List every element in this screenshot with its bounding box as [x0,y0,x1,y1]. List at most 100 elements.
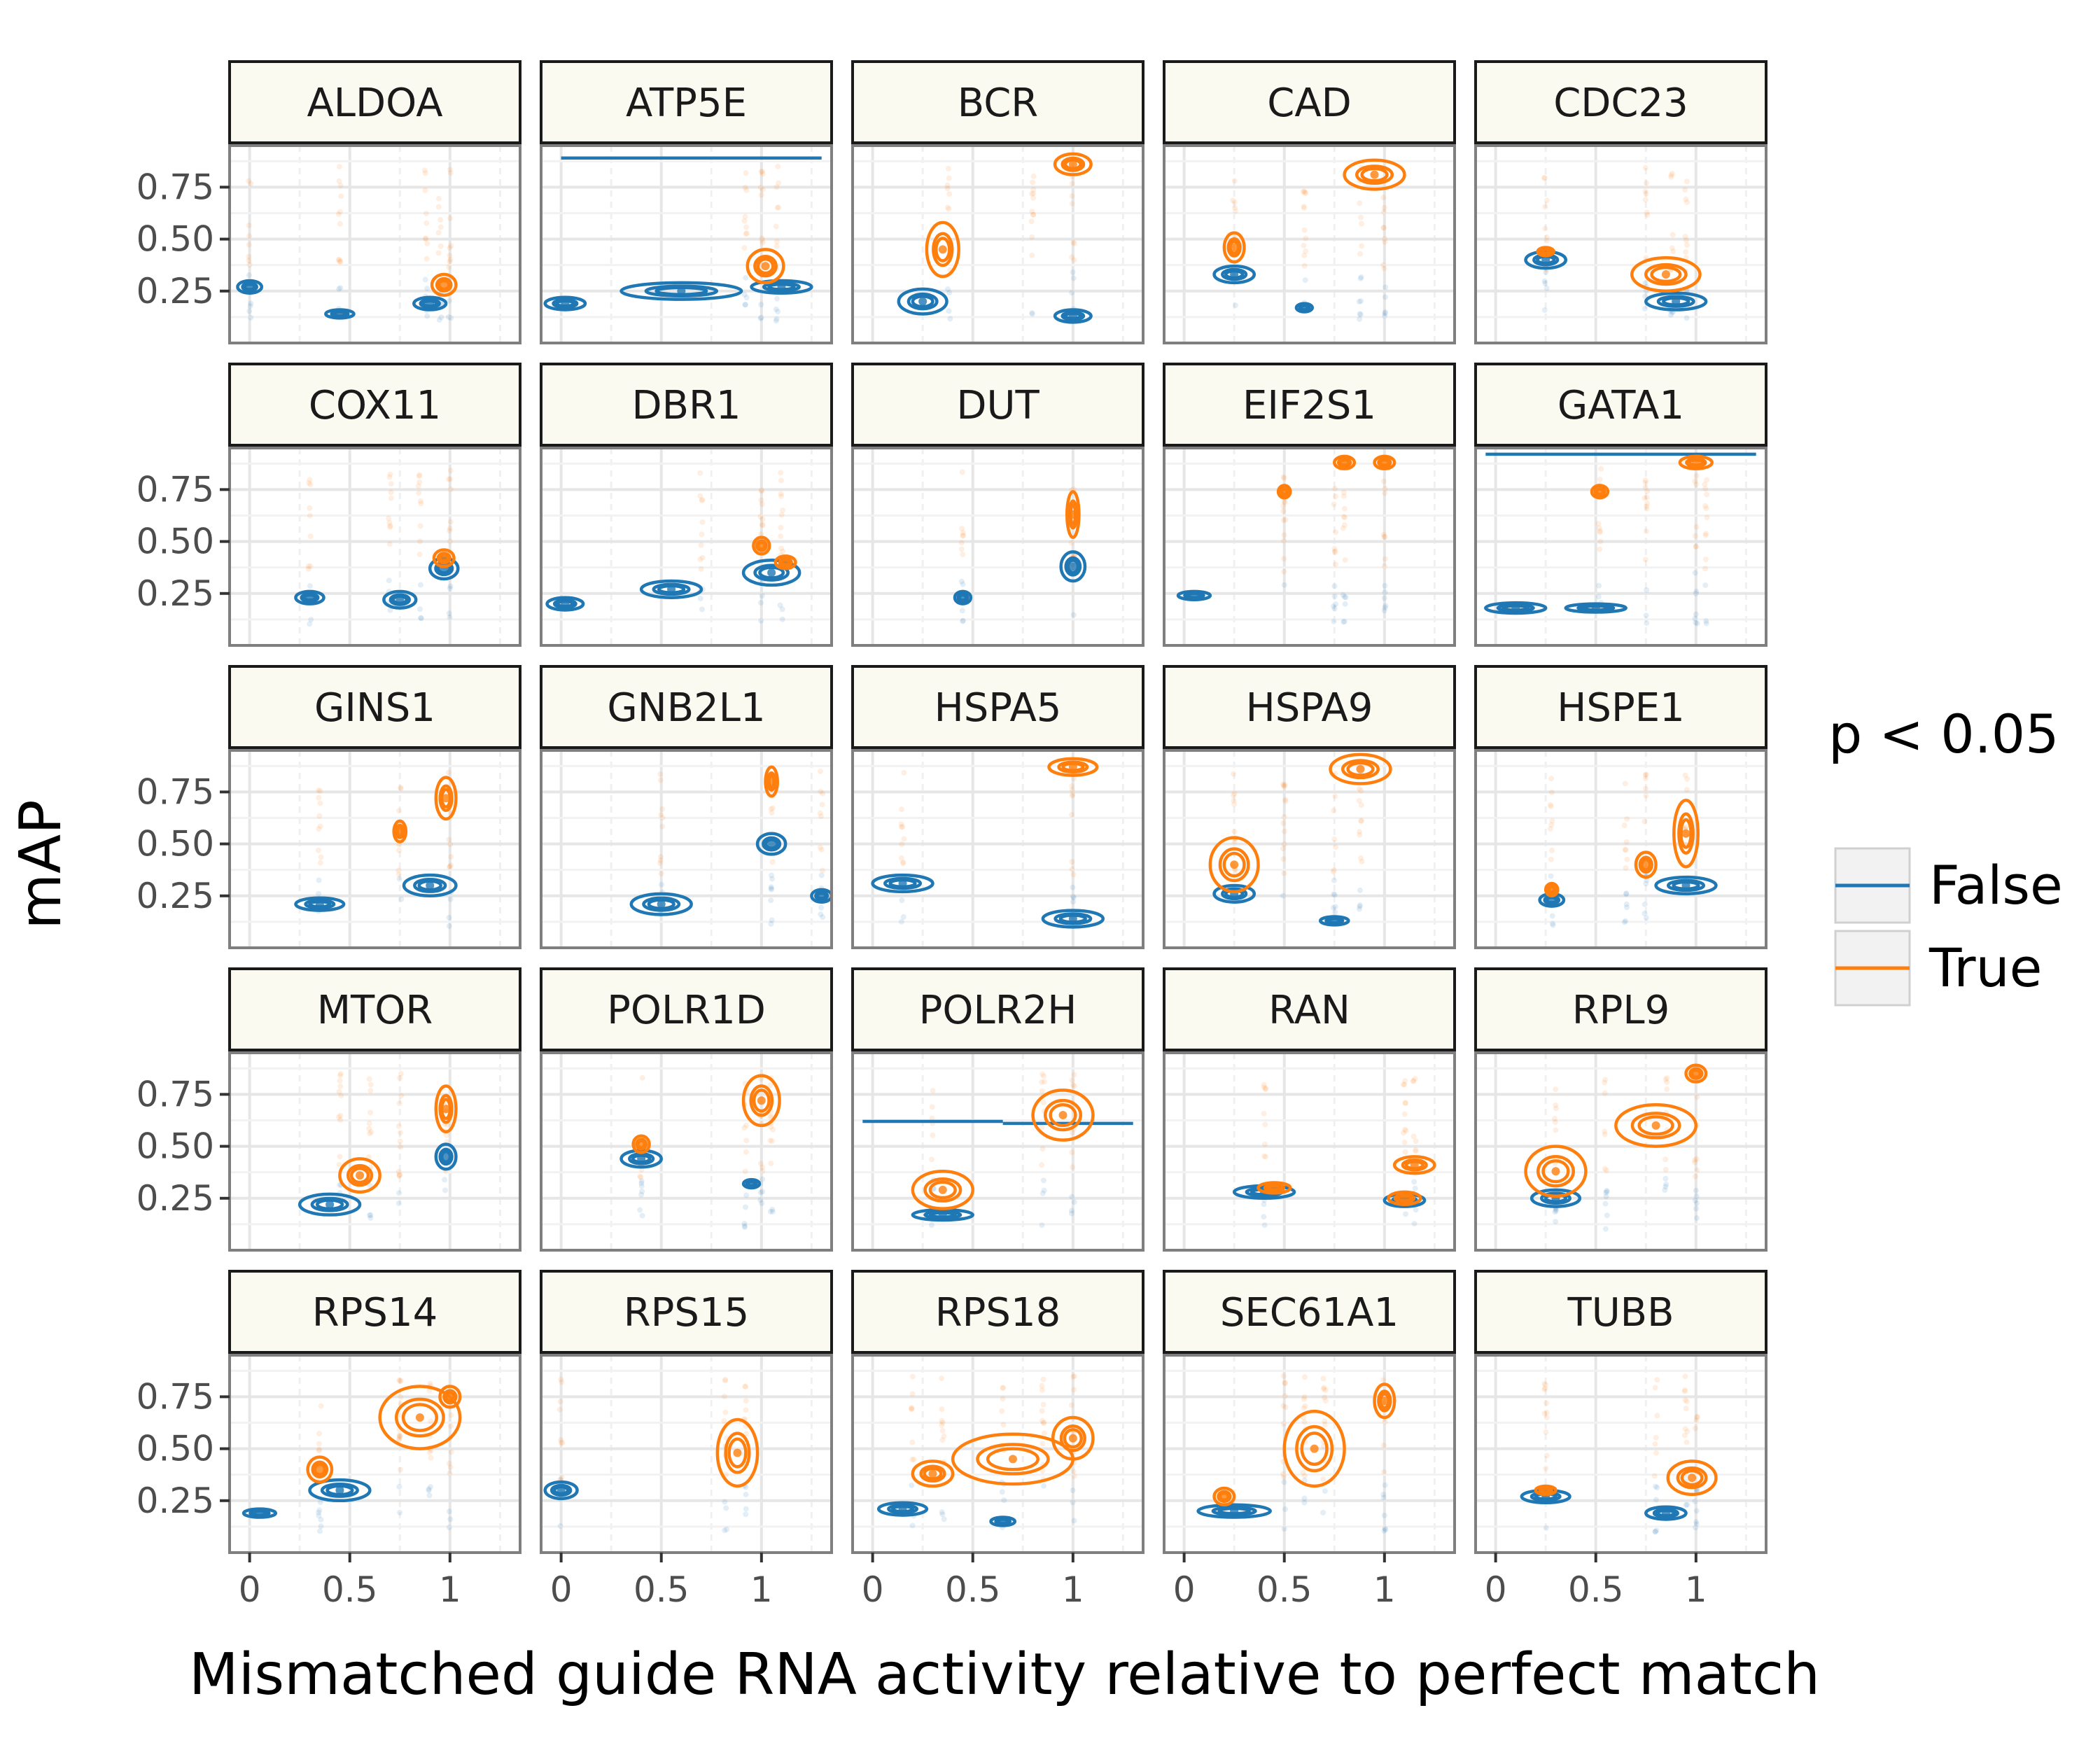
scatter-point [659,823,666,830]
scatter-point [1382,533,1388,540]
density-contour-false [543,1480,579,1501]
scatter-point [443,1132,449,1138]
panel-border [1474,144,1768,344]
scatter-point [438,243,444,249]
scatter-point [1320,1386,1326,1392]
grid [1164,1053,1455,1250]
scatter-point [741,291,748,298]
scatter-point [336,1161,342,1168]
scatter-point [1548,776,1555,782]
scatter-point [939,1509,945,1516]
density-contour-true [923,1466,943,1480]
plot-area [1476,146,1766,343]
density-peak-false [245,282,254,291]
plot-area [1164,1053,1455,1250]
scatter-point [774,243,780,249]
density-peak-true [1547,885,1556,894]
scatter-point [777,602,783,608]
y-tick-label: 0.25 [136,573,214,614]
scatter-point [446,1460,452,1466]
scatter-point [908,1405,914,1411]
density-peak-false [1681,881,1690,890]
scatter-point [1604,1212,1610,1219]
scatter-point [946,175,952,181]
scatter-point [398,785,404,791]
scatter-point [1541,1387,1548,1393]
density-contour-true [438,1093,454,1124]
scatter-point [743,230,750,237]
scatter-point [1069,200,1075,206]
scatter-point [336,1088,342,1095]
density-peak-false [918,297,927,306]
scatter-point [898,824,904,830]
plot-area [1476,750,1766,948]
scatter-point [1357,829,1363,835]
scatter-point [658,812,664,818]
density-contour-false [755,832,788,856]
scatter-point [1380,1377,1387,1383]
scatter-point [1342,514,1348,521]
scatter-point [1342,556,1348,563]
scatter-point [316,1441,322,1447]
scatter-point [1232,204,1238,211]
scatter-point [1231,798,1237,804]
scatter-point [1682,1426,1688,1432]
scatter-point [1544,234,1550,240]
facet-panel-mtor: MTOR 0.25 0.50 0.75 [136,967,522,1252]
scatter-point [1644,505,1650,512]
y-tick-label: 0.75 [136,167,214,207]
facet-strip [851,967,1144,1051]
scatter-point [638,1191,645,1198]
density-contour-false [310,1196,349,1212]
scatter-point [1030,179,1036,186]
scatter-point [1642,910,1648,916]
facet-panel-hspe1: HSPE1 [1474,665,1768,949]
scatter-point [1604,1187,1610,1194]
scatter-point [743,231,749,237]
scatter-point [367,1130,373,1137]
density-contour-false [953,589,973,606]
density-peak-true [1691,1069,1700,1078]
panel-border [228,1051,522,1252]
scatter-point [315,788,321,794]
scatter-point [396,1123,402,1129]
scatter-point [417,523,424,529]
scatter-point [1624,904,1630,911]
scatter-point [447,896,454,902]
scatter-point [1282,1380,1288,1386]
scatter-point [1548,804,1554,810]
scatter-point [1282,782,1288,788]
scatter-point [447,215,454,221]
scatter-point [699,496,706,503]
facet-strip [1163,665,1456,749]
scatter-point [1263,1086,1269,1092]
scatter-point [445,314,451,320]
scatter-point [1322,1398,1329,1404]
panel-border [228,447,522,647]
scatter-point [742,1168,748,1175]
scatter-point [1548,822,1555,828]
scatter-point [1263,1154,1269,1160]
scatter-point [447,585,453,592]
facet-panel-cad: CAD [1163,60,1456,344]
scatter-point [941,1516,947,1522]
scatter-point [1602,1226,1609,1232]
facet-strip [1163,363,1456,447]
scatter-point [778,512,785,518]
scatter-point [1070,1488,1076,1494]
density-peak-true [1380,1396,1389,1406]
density-contour-true [1387,1190,1422,1206]
scatter-point [1300,1469,1306,1476]
scatter-point [1623,864,1629,871]
density-peak-false [667,584,676,594]
scatter-point [1331,583,1338,589]
scatter-point [760,239,766,246]
scatter-point [947,316,953,322]
density-contour-false [1053,308,1093,324]
plot-area [541,1355,832,1553]
scatter-point [699,554,706,561]
scatter-point [1549,913,1555,919]
panel-border [851,749,1144,949]
facet-panel-rps15: RPS15 0 0.5 1 [540,1270,833,1610]
scatter-point [767,1114,774,1121]
